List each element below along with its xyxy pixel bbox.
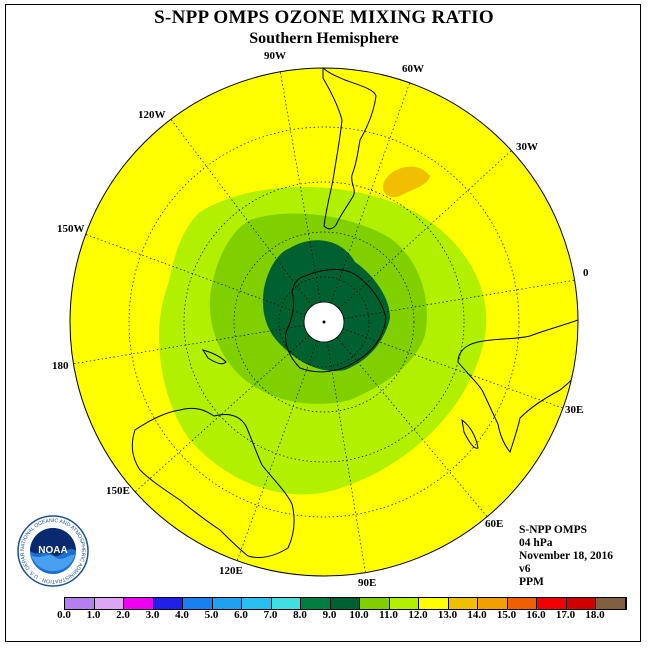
lon-label-120w: 120W	[138, 109, 166, 121]
colorbar-tick-label: 15.0	[496, 609, 517, 621]
madagascar-outline	[461, 418, 479, 449]
page-subtitle: Southern Hemisphere	[249, 30, 399, 47]
antarctica-outline	[285, 268, 387, 373]
colorbar-segment	[301, 598, 331, 609]
lon-label-150w: 150W	[57, 223, 85, 235]
contour-band-13	[383, 166, 430, 198]
colorbar-tick-label: 17.0	[555, 609, 576, 621]
colorbar-tick-label: 9.0	[322, 609, 337, 621]
colorbar-tick-label: 10.0	[349, 609, 369, 621]
colorbar	[64, 597, 627, 610]
colorbar-tick-label: 5.0	[204, 609, 219, 621]
colorbar-tick-label: 2.0	[116, 609, 130, 621]
figure-frame	[5, 4, 641, 642]
lon-label-180: 180	[52, 360, 69, 372]
colorbar-tick-label: 8.0	[293, 609, 307, 621]
colorbar-segment	[124, 598, 154, 609]
info-level: 04 hPa	[519, 537, 553, 549]
colorbar-segment	[448, 598, 478, 609]
colorbar-segment	[183, 598, 213, 609]
colorbar-tick-label: 6.0	[234, 609, 248, 621]
lon-label-60w: 60W	[402, 63, 424, 75]
info-date: November 18, 2016	[519, 550, 614, 562]
colorbar-tick-label: 1.0	[86, 609, 101, 621]
colorbar-tick-label: 4.0	[175, 609, 189, 621]
colorbar-tick-label: 16.0	[526, 609, 546, 621]
colorbar-segment	[389, 598, 419, 609]
colorbar-segment	[153, 598, 183, 609]
south-pole-marker	[322, 320, 326, 324]
colorbar-tick-label: 11.0	[379, 609, 398, 621]
lon-label-0: 0	[583, 267, 589, 279]
colorbar-segment	[478, 598, 508, 609]
lon-label-30w: 30W	[516, 141, 538, 153]
colorbar-segment	[596, 598, 626, 609]
page-title: S-NPP OMPS OZONE MIXING RATIO	[154, 7, 494, 28]
new-zealand-outline	[201, 349, 227, 365]
graticule	[71, 69, 577, 576]
info-units: PPM	[519, 576, 544, 588]
info-block: S-NPP OMPS 04 hPa November 18, 2016 v6 P…	[519, 524, 613, 589]
colorbar-tick-label: 3.0	[145, 609, 160, 621]
colorbar-segment	[330, 598, 360, 609]
lon-label-120e: 120E	[219, 565, 243, 577]
colorbar-segment	[507, 598, 537, 609]
colorbar-tick-label: 7.0	[263, 609, 278, 621]
africa-outline	[457, 319, 578, 454]
colorbar-tick-label: 13.0	[437, 609, 458, 621]
colorbar-segment	[537, 598, 567, 609]
colorbar-segment	[94, 598, 124, 609]
south-america-outline	[322, 68, 377, 230]
colorbar-tick-label: 0.0	[57, 609, 71, 621]
lon-label-90w: 90W	[264, 50, 286, 62]
colorbar-tick-label: 14.0	[467, 609, 487, 621]
colorbar-segment	[360, 598, 390, 609]
lon-label-150e: 150E	[106, 485, 130, 497]
colorbar-tick-label: 18.0	[585, 609, 605, 621]
lon-label-60e: 60E	[485, 518, 504, 530]
logo-text: NOAA	[38, 545, 67, 556]
info-instrument: S-NPP OMPS	[519, 524, 588, 536]
colorbar-segment	[566, 598, 596, 609]
colorbar-segment	[271, 598, 301, 609]
lon-label-90e: 90E	[358, 577, 377, 589]
colorbar-tick-label: 12.0	[408, 609, 428, 621]
info-version: v6	[519, 563, 531, 575]
colorbar-segment	[65, 598, 95, 609]
colorbar-segment	[212, 598, 242, 609]
lon-label-30e: 30E	[565, 404, 584, 416]
australia-outline	[131, 407, 295, 559]
colorbar-segment	[419, 598, 449, 609]
colorbar-segment	[242, 598, 272, 609]
noaa-logo: NATIONAL OCEANIC AND ATMOSPHERIC ADMINIS…	[17, 515, 89, 587]
